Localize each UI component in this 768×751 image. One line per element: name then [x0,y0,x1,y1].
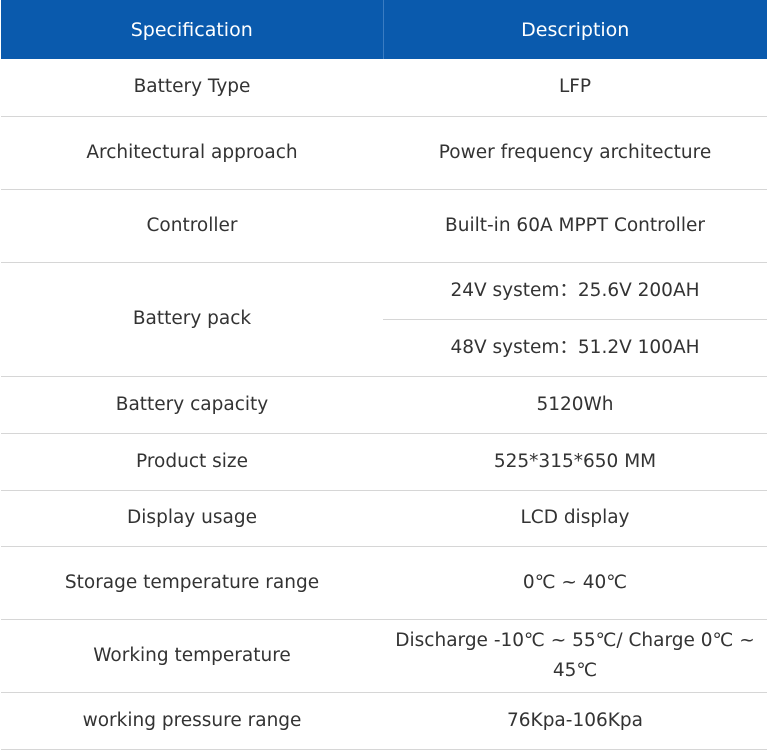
desc-cell: 525*315*650 MM [383,433,767,491]
table-header: Specification Description [1,0,767,59]
header-specification: Specification [1,0,384,59]
spec-cell: Product size [1,433,383,491]
desc-cell: 24V system：25.6V 200AH [383,262,767,320]
desc-cell: Built-in 60A MPPT Controller [383,189,767,263]
table-row: Storage temperature range 0℃ ~ 40℃ [1,546,767,620]
spec-cell: Architectural approach [1,116,383,190]
spec-cell: Working temperature [1,619,383,693]
spec-cell: Battery Type [1,59,383,117]
table-row: Battery capacity 5120Wh [1,376,767,434]
table-row: Architectural approach Power frequency ar… [1,116,767,190]
header-description: Description [383,0,767,59]
desc-cell: Power frequency architecture [383,116,767,190]
desc-cell: 5120Wh [383,376,767,434]
desc-cell: LFP [383,59,767,117]
spec-cell: working pressure range [1,692,383,750]
desc-cell: LCD display [383,490,767,547]
spec-cell: Display usage [1,490,383,547]
desc-cell: 76Kpa-106Kpa [383,692,767,750]
table-row: Product size 525*315*650 MM [1,433,767,491]
table-row: Controller Built-in 60A MPPT Controller [1,189,767,263]
table-row: Battery Type LFP [1,59,767,117]
desc-cell: 48V system：51.2V 100AH [383,319,767,377]
desc-cell: 0℃ ~ 40℃ [383,546,767,620]
spec-cell: Battery capacity [1,376,383,434]
desc-cell: Discharge -10℃ ~ 55℃/ Charge 0℃ ~ 45℃ [383,619,767,693]
spec-cell: Storage temperature range [1,546,383,620]
table-row: 48V system：51.2V 100AH [1,319,767,377]
table-row: working pressure range 76Kpa-106Kpa [1,692,767,750]
table-row: Display usage LCD display [1,490,767,547]
table-row: Battery pack 24V system：25.6V 200AH [1,262,767,377]
spec-cell: Controller [1,189,383,263]
spec-cell: Battery pack [1,262,383,377]
table-row: Working temperature Discharge -10℃ ~ 55℃/… [1,619,767,693]
